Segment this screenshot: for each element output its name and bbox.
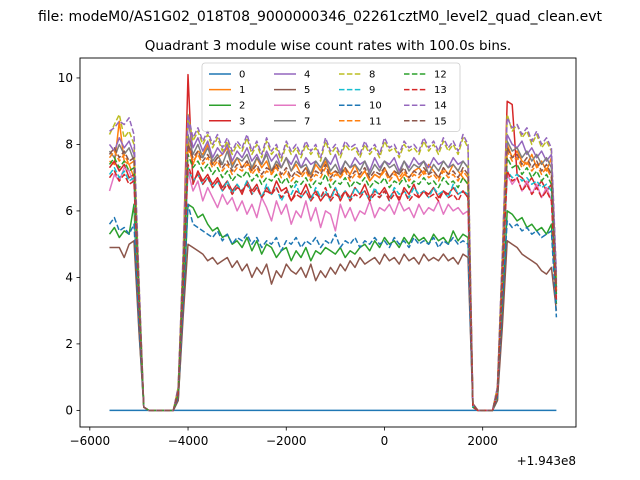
- axes-border: [79, 57, 577, 428]
- legend-label-8: 8: [369, 70, 375, 81]
- x-tick-label: −6000: [70, 434, 111, 448]
- legend-label-12: 12: [434, 70, 447, 81]
- legend-label-13: 13: [434, 85, 447, 96]
- x-axis: −6000 −4000 −2000 0 2000: [70, 427, 498, 448]
- legend-label-4: 4: [304, 70, 310, 81]
- x-tick-label: 0: [381, 434, 389, 448]
- legend-label-11: 11: [369, 116, 382, 127]
- y-tick-label: 0: [65, 404, 73, 418]
- legend-label-0: 0: [239, 70, 245, 81]
- legend-label-7: 7: [304, 116, 310, 127]
- legend-label-5: 5: [304, 85, 310, 96]
- legend-label-10: 10: [369, 101, 382, 112]
- y-tick-label: 2: [65, 337, 73, 351]
- series-layer: [108, 73, 558, 412]
- y-tick-label: 6: [65, 204, 73, 218]
- figure-suptitle: file: modeM0/AS1G02_018T08_9000000346_02…: [38, 9, 603, 25]
- x-tick-label: −4000: [168, 434, 209, 448]
- series-line-15: [108, 143, 558, 412]
- y-tick-label: 4: [65, 271, 73, 285]
- y-axis: 0 2 4 6 8 10: [58, 71, 80, 418]
- legend-label-15: 15: [434, 116, 447, 127]
- chart-title: Quadrant 3 module wise count rates with …: [145, 38, 511, 54]
- legend-label-2: 2: [239, 101, 245, 112]
- legend-frame: [201, 62, 461, 132]
- legend-label-3: 3: [239, 116, 245, 127]
- y-tick-label: 10: [58, 71, 73, 85]
- legend-label-6: 6: [304, 101, 310, 112]
- x-tick-label: −2000: [266, 434, 307, 448]
- x-offset-label: +1.943e8: [517, 454, 576, 468]
- x-tick-label: 2000: [467, 434, 498, 448]
- legend-label-1: 1: [239, 85, 245, 96]
- legend-label-9: 9: [369, 85, 375, 96]
- y-tick-label: 8: [65, 138, 73, 152]
- legend-label-14: 14: [434, 101, 447, 112]
